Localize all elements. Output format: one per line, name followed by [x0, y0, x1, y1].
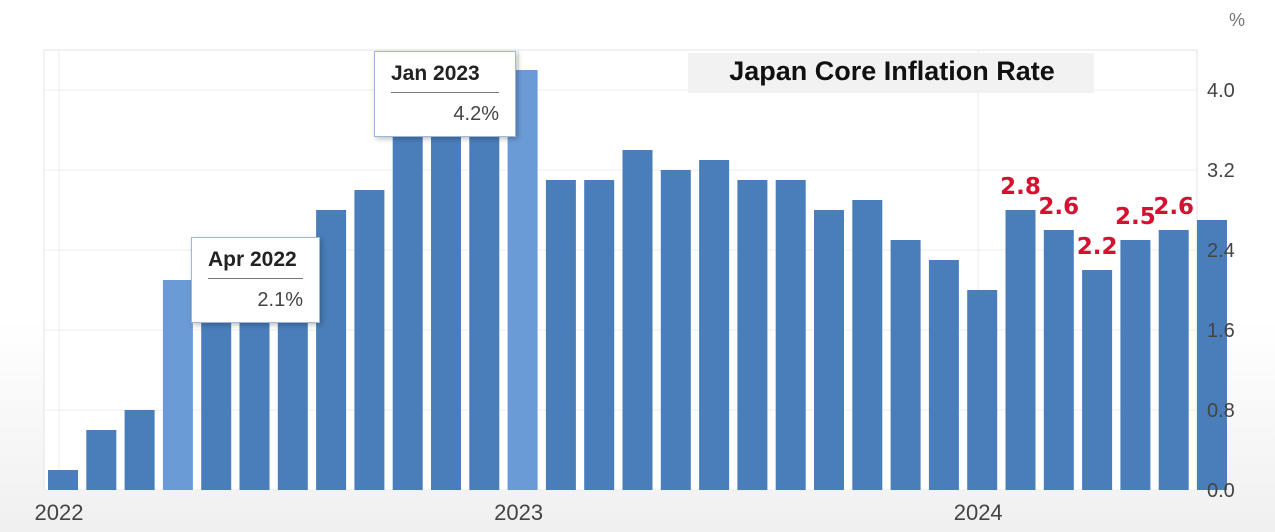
- bar-jan-2022[interactable]: [48, 470, 78, 490]
- bar-jul-2024[interactable]: [1197, 220, 1227, 490]
- y-tick-label: 4.0: [1207, 80, 1235, 102]
- bar-may-2023[interactable]: [660, 170, 691, 490]
- y-tick-label: 0.0: [1207, 480, 1235, 502]
- tooltip-month: Apr 2022: [208, 238, 303, 279]
- bar-aug-2023[interactable]: [775, 180, 806, 490]
- x-tick-label: 2023: [494, 500, 543, 525]
- bar-nov-2023[interactable]: [890, 240, 921, 490]
- value-annotation: 2.6: [1038, 194, 1079, 220]
- bar-oct-2023[interactable]: [852, 200, 883, 490]
- bar-series: [48, 70, 1227, 490]
- value-annotations: 2.82.62.22.52.6: [1000, 174, 1194, 260]
- bar-apr-2022[interactable]: [162, 280, 193, 490]
- bar-feb-2023[interactable]: [545, 180, 576, 490]
- bar-jul-2023[interactable]: [737, 180, 768, 490]
- bar-tooltip: Jan 2023 4.2%: [374, 51, 516, 137]
- bar-sep-2023[interactable]: [814, 210, 844, 490]
- bar-jan-2024[interactable]: [967, 290, 998, 490]
- bar-sep-2022[interactable]: [354, 190, 385, 490]
- tooltip-value: 2.1%: [257, 289, 303, 311]
- y-tick-label: 1.6: [1207, 320, 1235, 342]
- x-tick-label: 2024: [954, 500, 1003, 525]
- bar-jun-2024[interactable]: [1158, 230, 1189, 490]
- bar-oct-2022[interactable]: [392, 130, 423, 490]
- bar-apr-2023[interactable]: [622, 150, 653, 490]
- value-annotation: 2.2: [1077, 234, 1118, 260]
- bar-mar-2023[interactable]: [584, 180, 615, 490]
- bar-mar-2022[interactable]: [124, 410, 155, 490]
- y-unit-label: %: [1229, 10, 1245, 30]
- bar-feb-2024[interactable]: [1005, 210, 1036, 490]
- tooltip-month: Jan 2023: [391, 52, 499, 93]
- tooltip-value: 4.2%: [453, 103, 499, 125]
- bar-may-2024[interactable]: [1120, 240, 1151, 490]
- bar-tooltip: Apr 2022 2.1%: [191, 237, 320, 323]
- bar-apr-2024[interactable]: [1082, 270, 1113, 490]
- x-tick-label: 2022: [35, 500, 84, 525]
- value-annotation: 2.5: [1115, 204, 1156, 230]
- y-axis-ticks: 0.0 0.8 1.6 2.4 3.2 4.0: [1207, 80, 1235, 502]
- bar-jan-2023[interactable]: [507, 70, 538, 490]
- bar-jun-2023[interactable]: [699, 160, 730, 490]
- value-annotation: 2.8: [1000, 174, 1041, 200]
- bar-mar-2024[interactable]: [1043, 230, 1074, 490]
- bar-feb-2022[interactable]: [86, 430, 117, 490]
- chart-title: Japan Core Inflation Rate: [729, 56, 1055, 86]
- y-tick-label: 2.4: [1207, 240, 1235, 262]
- bar-nov-2022[interactable]: [431, 120, 461, 490]
- bar-dec-2023[interactable]: [928, 260, 959, 490]
- y-tick-label: 3.2: [1207, 160, 1235, 182]
- bar-dec-2022[interactable]: [469, 90, 500, 490]
- value-annotation: 2.6: [1153, 194, 1194, 220]
- y-tick-label: 0.8: [1207, 400, 1235, 422]
- title-background: [688, 53, 1094, 93]
- bar-aug-2022[interactable]: [316, 210, 347, 490]
- x-axis-ticks: 2022 2023 2024: [35, 500, 1003, 525]
